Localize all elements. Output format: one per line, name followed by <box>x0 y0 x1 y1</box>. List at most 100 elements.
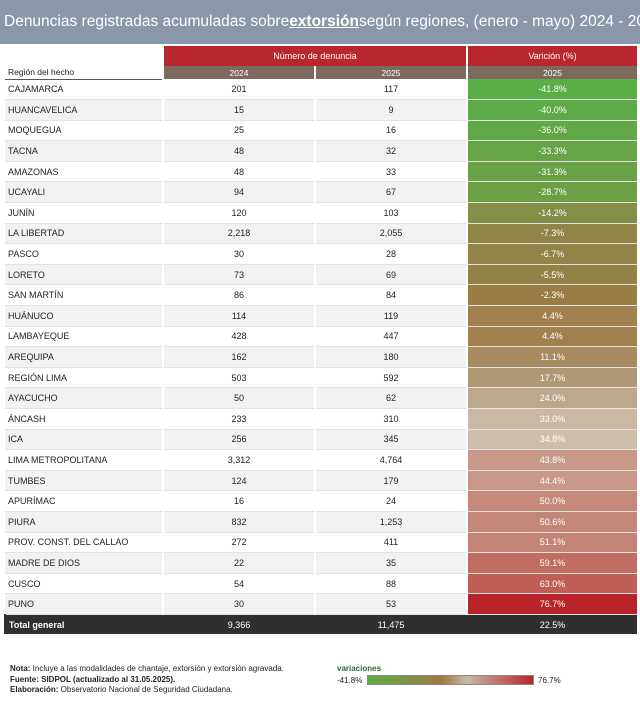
total-row: Total general 9,366 11,475 22.5% <box>4 614 637 635</box>
table-row: TUMBES 124 179 44.4% <box>5 470 637 492</box>
table-body: CAJAMARCA 201 117 -41.8% HUANCAVELICA 15 9 -40.… <box>5 79 637 615</box>
count-2024-cell: 48 <box>162 161 315 183</box>
region-cell: PASCO <box>5 243 163 265</box>
table-row: LIMA METROPOLITANA 3,312 4,764 43.8% <box>5 449 637 471</box>
region-cell: TUMBES <box>5 470 163 492</box>
title-after: según regiones, (enero - mayo) 2024 - 20… <box>358 13 640 30</box>
variation-cell: 44.4% <box>466 470 637 492</box>
table-row: PUNO 30 53 76.7% <box>5 593 637 615</box>
table-row: LA LIBERTAD 2,218 2,055 -7.3% <box>5 223 637 245</box>
count-2025-cell: 411 <box>314 532 467 554</box>
count-2024-cell: 256 <box>162 429 315 451</box>
count-2024-cell: 503 <box>162 367 315 389</box>
table-row: REGIÓN LIMA 503 592 17.7% <box>5 367 637 389</box>
total-2025: 11,475 <box>314 614 467 635</box>
region-cell: PIURA <box>5 511 163 533</box>
variation-cell: -36.0% <box>466 120 637 142</box>
count-2024-cell: 428 <box>162 326 315 348</box>
region-cell: REGIÓN LIMA <box>5 367 163 389</box>
table-row: PIURA 832 1,253 50.6% <box>5 511 637 533</box>
count-2025-cell: 310 <box>314 408 467 430</box>
table-row: TACNA 48 32 -33.3% <box>5 140 637 162</box>
count-2024-cell: 162 <box>162 346 315 368</box>
count-2024-cell: 50 <box>162 387 315 409</box>
count-2024-cell: 30 <box>162 243 315 265</box>
color-legend: variaciones -41.8% 76.7% <box>337 664 627 685</box>
count-2024-cell: 272 <box>162 532 315 554</box>
header-variation-year: 2025 <box>466 66 637 79</box>
count-2025-cell: 28 <box>314 243 467 265</box>
table-row: MADRE DE DIOS 22 35 59.1% <box>5 552 637 574</box>
table-row: PROV. CONST. DEL CALLAO 272 411 51.1% <box>5 532 637 554</box>
legend-min: -41.8% <box>337 675 363 685</box>
count-2025-cell: 67 <box>314 181 467 204</box>
table-row: APURÍMAC 16 24 50.0% <box>5 490 637 512</box>
region-cell: JUNÍN <box>5 202 163 224</box>
count-2025-cell: 9 <box>314 99 467 121</box>
count-2025-cell: 4,764 <box>314 449 467 471</box>
table-row: CUSCO 54 88 63.0% <box>5 573 637 595</box>
count-2025-cell: 103 <box>314 202 467 224</box>
region-cell: ÁNCASH <box>5 408 163 430</box>
table-row: AYACUCHO 50 62 24.0% <box>5 387 637 409</box>
variation-cell: -7.3% <box>466 223 637 245</box>
variation-cell: 34.8% <box>466 429 637 451</box>
region-cell: UCAYALI <box>5 181 163 204</box>
variation-cell: 59.1% <box>466 552 637 574</box>
count-2025-cell: 179 <box>314 470 467 492</box>
variation-cell: -5.5% <box>466 264 637 286</box>
region-cell: AREQUIPA <box>5 346 163 368</box>
title-emphasis: extorsión <box>289 13 359 30</box>
count-2024-cell: 22 <box>162 552 315 574</box>
header-year-2025: 2025 <box>314 66 467 79</box>
table-row: MOQUEGUA 25 16 -36.0% <box>5 120 637 142</box>
region-cell: LORETO <box>5 264 163 286</box>
count-2025-cell: 345 <box>314 429 467 451</box>
table-row: AMAZONAS 48 33 -31.3% <box>5 161 637 183</box>
region-cell: SAN MARTÍN <box>5 284 163 307</box>
table-row: CAJAMARCA 201 117 -41.8% <box>5 79 637 101</box>
count-2024-cell: 94 <box>162 181 315 204</box>
count-2025-cell: 35 <box>314 552 467 574</box>
nota-text: Incluye a las modalidades de chantaje, e… <box>30 664 284 673</box>
table-row: LORETO 73 69 -5.5% <box>5 264 637 286</box>
region-cell: CAJAMARCA <box>5 79 163 101</box>
region-cell: MADRE DE DIOS <box>5 552 163 574</box>
footer-elaboracion: Elaboración: Observatorio Nacional de Se… <box>10 685 330 696</box>
region-cell: LAMBAYEQUE <box>5 326 163 348</box>
footer-nota: Nota: Incluye a las modalidades de chant… <box>10 664 330 675</box>
variation-cell: 33.0% <box>466 408 637 430</box>
count-2025-cell: 447 <box>314 326 467 348</box>
variation-cell: 24.0% <box>466 387 637 409</box>
count-2025-cell: 119 <box>314 305 467 327</box>
count-2024-cell: 16 <box>162 490 315 512</box>
total-2024: 9,366 <box>162 614 315 635</box>
region-cell: LA LIBERTAD <box>5 223 163 245</box>
table-row: LAMBAYEQUE 428 447 4.4% <box>5 326 637 348</box>
variation-cell: -40.0% <box>466 99 637 121</box>
variation-cell: -14.2% <box>466 202 637 224</box>
count-2024-cell: 54 <box>162 573 315 595</box>
variation-cell: -28.7% <box>466 181 637 204</box>
count-2025-cell: 117 <box>314 79 467 101</box>
table-row: SAN MARTÍN 86 84 -2.3% <box>5 284 637 307</box>
region-cell: HUANCAVELICA <box>5 99 163 121</box>
region-cell: CUSCO <box>5 573 163 595</box>
table-row: HUÁNUCO 114 119 4.4% <box>5 305 637 327</box>
variation-cell: 43.8% <box>466 449 637 471</box>
region-cell: APURÍMAC <box>5 490 163 512</box>
legend-max: 76.7% <box>538 675 561 685</box>
count-2024-cell: 114 <box>162 305 315 327</box>
table-row: ICA 256 345 34.8% <box>5 429 637 451</box>
title-before: Denuncias registradas acumuladas sobre <box>4 13 290 30</box>
header-blank <box>5 46 163 66</box>
count-2024-cell: 86 <box>162 284 315 307</box>
region-cell: LIMA METROPOLITANA <box>5 449 163 471</box>
elab-text: Observatorio Nacional de Seguridad Ciuda… <box>58 685 233 694</box>
variation-cell: 63.0% <box>466 573 637 595</box>
table-row: JUNÍN 120 103 -14.2% <box>5 202 637 224</box>
count-2025-cell: 2,055 <box>314 223 467 245</box>
variation-cell: 4.4% <box>466 305 637 327</box>
variation-cell: 4.4% <box>466 326 637 348</box>
table-row: AREQUIPA 162 180 11.1% <box>5 346 637 368</box>
